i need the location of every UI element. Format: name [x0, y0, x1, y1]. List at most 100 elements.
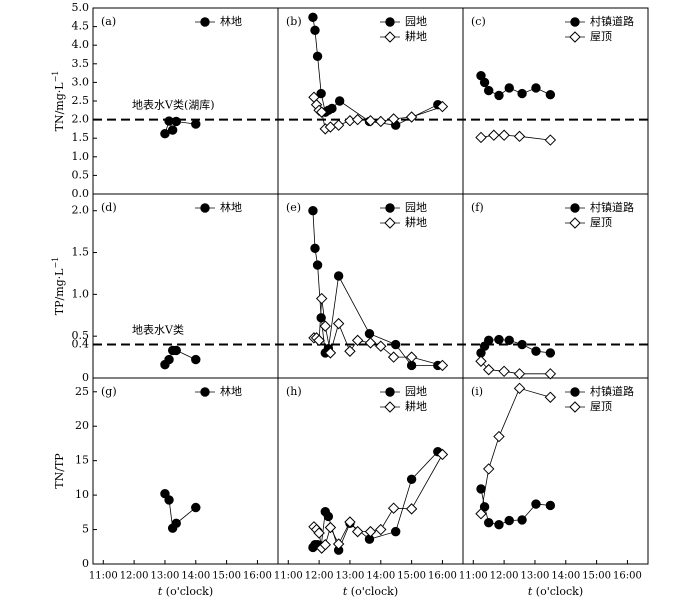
panel-frame — [462, 377, 649, 565]
data-point — [316, 88, 326, 99]
legend-marker — [384, 217, 396, 229]
x-axis-label-unit: (o'clock) — [162, 585, 213, 598]
data-point — [167, 125, 178, 135]
data-point — [504, 515, 514, 526]
data-point — [191, 119, 201, 129]
data-point — [405, 111, 418, 123]
legend-label: 园地 — [405, 201, 427, 214]
legend-label: 屋顶 — [590, 216, 612, 229]
data-point — [475, 508, 487, 520]
data-point — [513, 382, 526, 395]
y-tick-label: 1.5 — [72, 246, 90, 259]
y-tick-label: 2.5 — [72, 94, 90, 107]
data-point — [504, 83, 514, 93]
data-point — [312, 51, 323, 62]
y-tick-label: 4.0 — [72, 38, 90, 51]
data-point — [316, 313, 326, 323]
y-axis-label-unit: −1 — [51, 71, 60, 83]
data-point — [334, 96, 345, 106]
legend-label: 耕地 — [405, 399, 427, 413]
y-axis-label: TN/mg·L−1 — [51, 71, 66, 132]
legend-marker — [385, 17, 395, 27]
data-point — [387, 502, 400, 514]
data-point — [482, 463, 495, 475]
x-tick-label: 13:00 — [151, 571, 180, 582]
legend-label: 园地 — [405, 385, 427, 398]
x-axis-label-unit: (o'clock) — [532, 585, 583, 598]
y-tick-label: 0 — [82, 371, 89, 384]
data-point — [364, 115, 377, 127]
legend-marker — [200, 387, 210, 397]
data-point — [475, 355, 487, 367]
data-point — [436, 448, 449, 461]
data-point — [517, 515, 527, 525]
x-axis-label: t (o'clock) — [343, 585, 398, 598]
x-tick-label: 16:00 — [243, 571, 272, 582]
x-tick-label: 15:00 — [212, 571, 241, 582]
data-point — [517, 88, 527, 99]
panel-frame — [462, 193, 649, 379]
data-point — [494, 334, 504, 345]
panel-g: (g) 林地 — [101, 384, 242, 533]
y-tick-label: 1.5 — [72, 131, 90, 144]
y-tick-label: 3.5 — [72, 57, 90, 70]
data-point — [308, 12, 318, 22]
x-tick-label: 14:00 — [551, 571, 580, 582]
panel-tag: (h) — [286, 385, 302, 398]
data-point — [164, 354, 174, 365]
x-axis-label-var: t — [158, 585, 163, 598]
data-point — [171, 518, 181, 529]
x-axis-label: t (o'clock) — [528, 585, 583, 598]
data-point — [310, 243, 320, 254]
legend-marker — [569, 401, 581, 413]
data-point — [327, 103, 337, 114]
data-point — [513, 130, 526, 143]
data-point — [476, 484, 486, 494]
data-point — [351, 334, 364, 347]
x-axis-label-var: t — [343, 585, 348, 598]
panel-tag: (i) — [471, 385, 483, 398]
data-point — [517, 339, 527, 350]
data-point — [323, 511, 334, 522]
y-tick-label: 0.4 — [72, 338, 90, 351]
data-point — [313, 527, 325, 539]
legend-label: 村镇道路 — [590, 200, 634, 214]
y-axis-label-unit: −1 — [51, 257, 60, 269]
data-point — [545, 89, 556, 100]
data-point — [364, 328, 375, 339]
y-tick-label: 10 — [75, 488, 89, 501]
data-point — [390, 339, 401, 350]
data-point — [171, 116, 181, 127]
y-tick-label: 5 — [82, 523, 89, 536]
y-tick-label: 25 — [75, 385, 89, 398]
y-axis-label: TP/mg·L−1 — [51, 257, 66, 316]
x-tick-label: 14:00 — [366, 571, 395, 582]
panel-tag: (b) — [286, 15, 302, 28]
legend-marker — [384, 31, 396, 43]
data-point — [475, 131, 487, 144]
panel-tag: (g) — [101, 385, 117, 398]
data-point — [344, 516, 356, 528]
legend-marker — [569, 217, 581, 229]
data-point — [479, 77, 490, 88]
legend-marker — [385, 387, 395, 397]
data-point — [351, 113, 364, 126]
x-tick-label: 14:00 — [181, 571, 210, 582]
legend-marker — [570, 17, 580, 27]
legend-marker — [570, 387, 580, 397]
legend-label: 耕地 — [405, 215, 427, 229]
series-line — [313, 454, 443, 550]
panel-d: (d) 林地 — [101, 200, 242, 370]
data-point — [488, 129, 500, 141]
data-point — [483, 517, 494, 528]
y-axis-label-text: TP/mg·L — [53, 268, 66, 315]
reference-line-label: 地表水V类 — [132, 323, 184, 337]
data-point — [308, 206, 318, 216]
y-axis-label: TN/TP — [53, 453, 66, 489]
data-point — [315, 106, 328, 118]
data-point — [436, 359, 449, 372]
data-point — [332, 538, 345, 550]
panel-tag: (c) — [471, 15, 486, 28]
data-point — [344, 345, 356, 357]
